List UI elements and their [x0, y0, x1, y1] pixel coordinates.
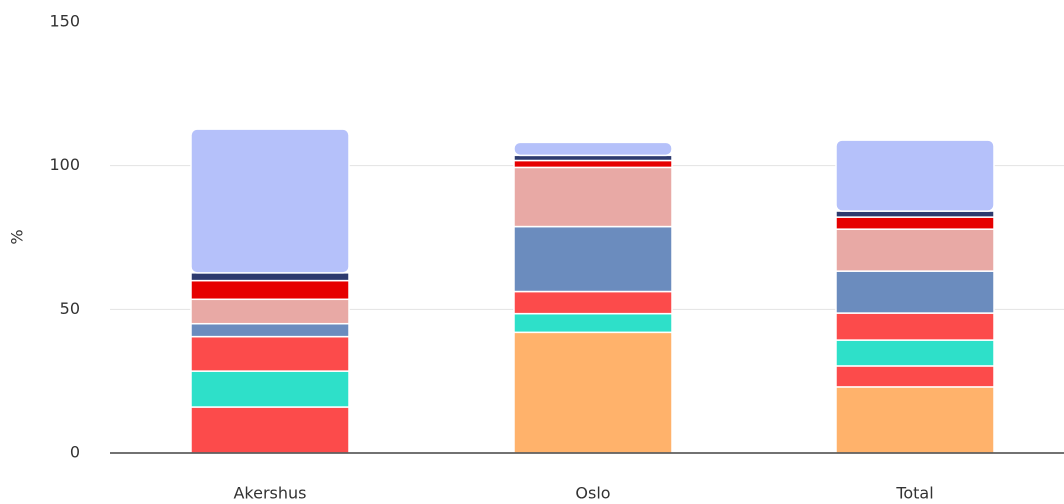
- y-axis-label: %: [8, 229, 27, 244]
- bar-segment: [513, 166, 673, 228]
- bar-segment: [513, 290, 673, 315]
- bar-segment: [835, 210, 995, 218]
- bar-segment: [513, 225, 673, 293]
- bar-segment: [835, 312, 995, 341]
- bar-segment: [190, 279, 350, 301]
- y-tick-label: 100: [49, 155, 80, 174]
- x-tick-label: Oslo: [575, 484, 610, 503]
- bar-segment: [835, 386, 995, 454]
- y-tick-label: 0: [70, 443, 80, 462]
- bar-segment: [835, 216, 995, 230]
- bar-segment: [835, 228, 995, 272]
- bar-segment: [513, 159, 673, 169]
- bar-segment: [190, 370, 350, 408]
- bar-segment: [513, 331, 673, 454]
- bar-segment: [190, 322, 350, 338]
- bar-segment: [190, 335, 350, 372]
- bar-segment: [190, 406, 350, 454]
- bar-segment: [835, 365, 995, 388]
- bar-segment: [835, 270, 995, 314]
- bar-segment: [190, 272, 350, 282]
- y-tick-label: 50: [60, 299, 80, 318]
- bar-segment: [190, 128, 350, 274]
- bar-segment: [513, 154, 673, 162]
- bar-segment: [513, 141, 673, 157]
- x-tick-label: Total: [895, 484, 933, 503]
- x-tick-label: Akershus: [233, 484, 306, 503]
- bar-segment: [513, 312, 673, 334]
- bar-segment: [835, 139, 995, 212]
- y-tick-label: 150: [49, 12, 80, 31]
- bar-segment: [190, 298, 350, 325]
- bar-segment: [835, 339, 995, 367]
